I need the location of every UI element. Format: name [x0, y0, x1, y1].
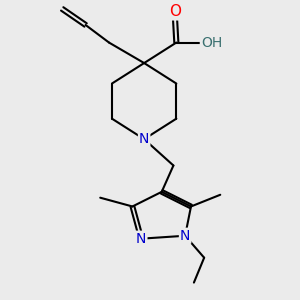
Text: O: O — [169, 4, 181, 19]
Text: OH: OH — [201, 36, 222, 50]
Text: N: N — [180, 229, 190, 243]
Text: N: N — [139, 132, 149, 146]
Text: N: N — [136, 232, 146, 246]
